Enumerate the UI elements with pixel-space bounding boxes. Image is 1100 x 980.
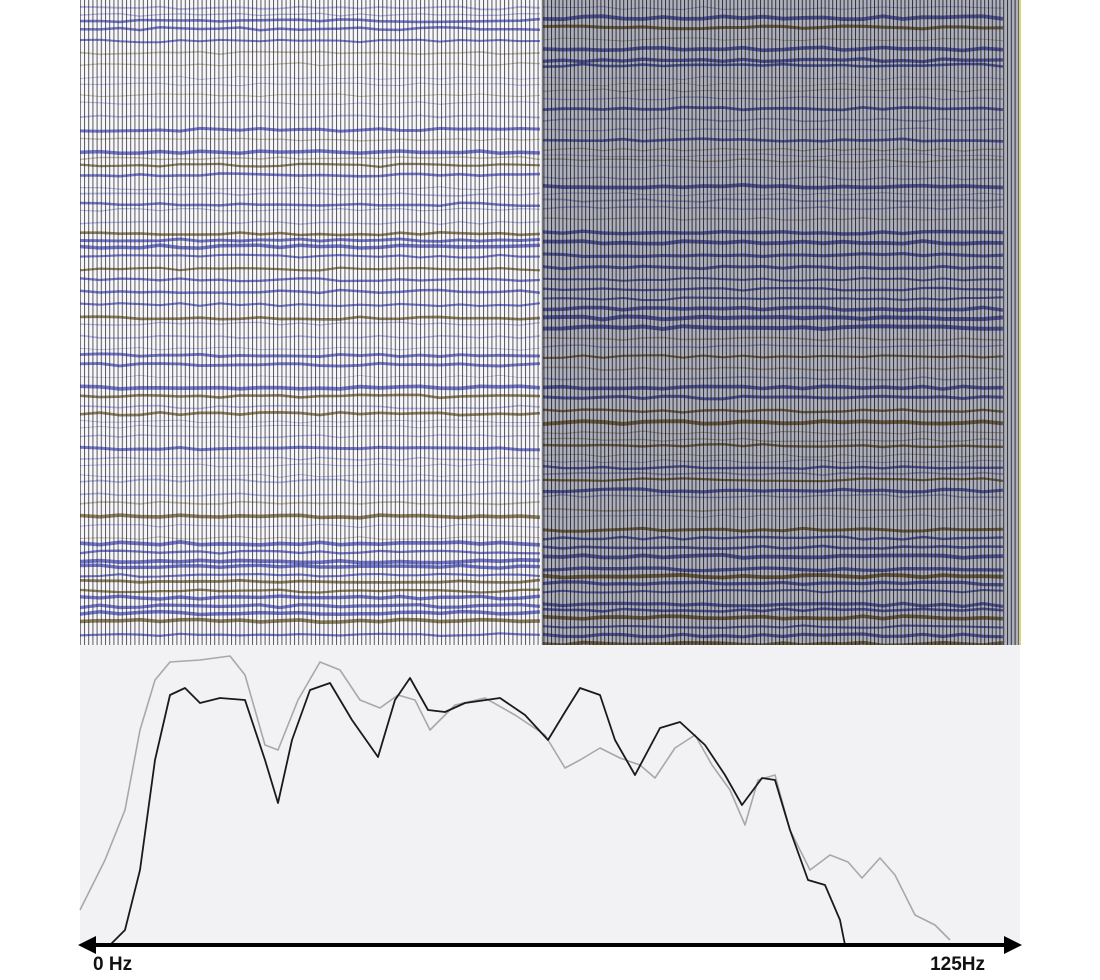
right-traces <box>543 0 1020 645</box>
axis-arrow-left <box>78 936 96 954</box>
frequency-axis: 0 Hz 125Hz <box>78 936 1022 975</box>
spectrum-panel <box>79 645 1020 946</box>
spectrum-curve-after <box>109 677 846 946</box>
left-traces <box>80 0 543 645</box>
spectrum-curve-before <box>79 655 951 941</box>
axis-end-label: 125Hz <box>930 954 985 975</box>
axis-arrow-right <box>1004 936 1022 954</box>
seismic-section <box>80 0 1021 645</box>
axis-start-label: 0 Hz <box>93 954 132 975</box>
spectrum-bg <box>80 645 1020 945</box>
